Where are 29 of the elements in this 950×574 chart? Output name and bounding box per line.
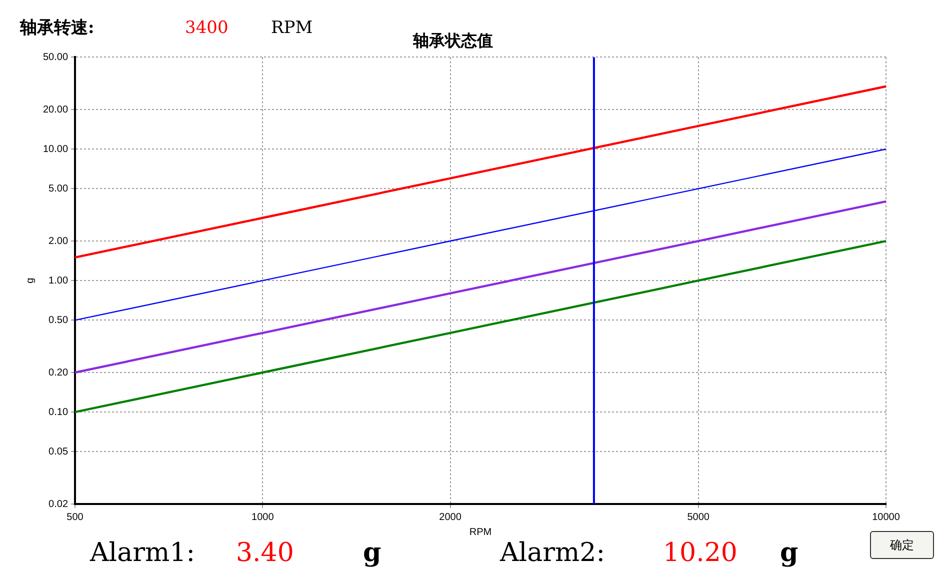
x-tick-label: 10000 <box>872 512 900 523</box>
text: g <box>780 538 798 568</box>
y-tick-label: 10.00 <box>42 144 68 155</box>
text: Alarm1: <box>90 538 195 568</box>
y-tick-label: 5.00 <box>48 183 68 194</box>
y-tick-label: 1.00 <box>48 275 68 286</box>
y-tick-label: 20.00 <box>42 104 68 116</box>
text: 10.20 <box>663 538 738 568</box>
text: RPM <box>271 18 313 38</box>
y-tick-label: 0.05 <box>48 446 68 458</box>
x-axis-title: RPM <box>469 526 492 538</box>
button: 确定 <box>870 531 934 559</box>
y-tick-label: 0.02 <box>48 498 68 510</box>
text: g <box>363 538 382 568</box>
y-tick-label: 0.50 <box>48 314 68 326</box>
y-tick-label: 0.10 <box>48 406 68 418</box>
x-tick-label: 1000 <box>252 512 274 523</box>
y-axis-title: g <box>24 278 36 284</box>
text: 轴承转速: <box>20 18 94 38</box>
text: Alarm2: <box>500 538 605 568</box>
y-tick-label: 50.00 <box>42 52 68 63</box>
text: 3.40 <box>236 538 294 568</box>
chart-title: 轴承状态值 <box>412 30 493 50</box>
x-tick-label: 500 <box>66 512 84 523</box>
x-tick-label: 5000 <box>687 512 710 523</box>
text: 3400 <box>185 18 228 38</box>
y-tick-label: 2.00 <box>48 236 68 247</box>
x-tick-label: 2000 <box>439 512 462 523</box>
y-tick-label: 0.20 <box>48 367 68 378</box>
